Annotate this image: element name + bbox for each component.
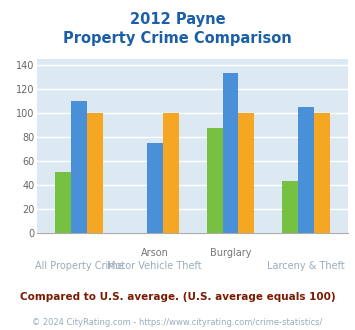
Text: © 2024 CityRating.com - https://www.cityrating.com/crime-statistics/: © 2024 CityRating.com - https://www.city… [32, 318, 323, 327]
Bar [298, 107, 314, 233]
Text: Motor Vehicle Theft: Motor Vehicle Theft [108, 261, 202, 271]
Bar [163, 113, 179, 233]
Text: All Property Crime: All Property Crime [34, 261, 123, 271]
Text: Arson: Arson [141, 248, 169, 257]
Bar [282, 181, 298, 233]
Bar [87, 113, 103, 233]
Bar [223, 73, 239, 233]
Text: 2012 Payne: 2012 Payne [130, 12, 225, 26]
Bar [314, 113, 330, 233]
Bar [55, 172, 71, 233]
Bar [207, 127, 223, 233]
Text: Compared to U.S. average. (U.S. average equals 100): Compared to U.S. average. (U.S. average … [20, 292, 335, 302]
Bar [147, 143, 163, 233]
Text: Larceny & Theft: Larceny & Theft [267, 261, 345, 271]
Text: Property Crime Comparison: Property Crime Comparison [63, 31, 292, 46]
Text: Burglary: Burglary [210, 248, 251, 257]
Bar [239, 113, 254, 233]
Bar [71, 101, 87, 233]
